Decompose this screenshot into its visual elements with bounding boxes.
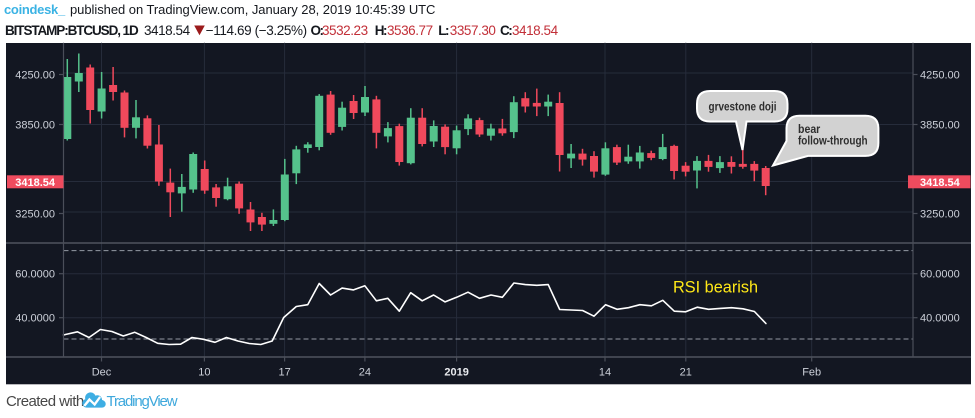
svg-text:3250.00: 3250.00: [15, 209, 55, 221]
svg-text:3850.00: 3850.00: [15, 120, 55, 132]
svg-text:60.0000: 60.0000: [920, 269, 960, 281]
svg-text:Dec: Dec: [92, 367, 112, 379]
svg-text:grvestone doji: grvestone doji: [709, 100, 777, 114]
svg-text:24: 24: [359, 367, 371, 379]
svg-text:3418.54: 3418.54: [15, 177, 56, 189]
svg-text:4250.00: 4250.00: [15, 70, 55, 82]
svg-text:4250.00: 4250.00: [920, 70, 960, 82]
svg-text:3418.54: 3418.54: [920, 177, 961, 189]
svg-text:bear: bear: [798, 122, 821, 136]
svg-text:3850.00: 3850.00: [920, 120, 960, 132]
svg-text:40.0000: 40.0000: [920, 313, 960, 325]
svg-text:21: 21: [680, 367, 692, 379]
svg-text:RSI bearish: RSI bearish: [673, 279, 758, 297]
svg-text:Feb: Feb: [802, 367, 821, 379]
svg-text:2019: 2019: [444, 367, 468, 379]
svg-text:17: 17: [278, 367, 290, 379]
svg-text:60.0000: 60.0000: [15, 269, 55, 281]
svg-text:14: 14: [599, 367, 611, 379]
svg-text:follow-through: follow-through: [798, 134, 868, 148]
svg-text:10: 10: [198, 367, 210, 379]
svg-text:40.0000: 40.0000: [15, 313, 55, 325]
svg-text:3250.00: 3250.00: [920, 209, 960, 221]
